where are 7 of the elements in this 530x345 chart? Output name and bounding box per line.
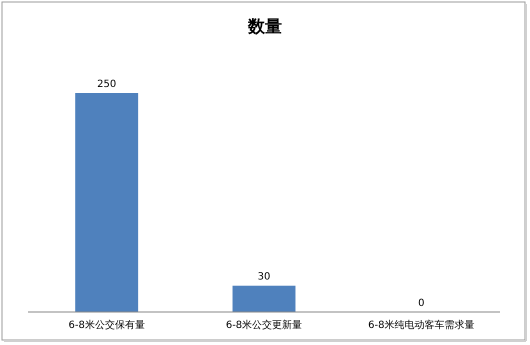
x-tick-label: 6-8米纯电动客车需求量 <box>368 319 475 331</box>
chart-title: 数量 <box>247 17 282 37</box>
x-tick-label: 6-8米公交更新量 <box>226 319 302 331</box>
x-tick-label: 6-8米公交保有量 <box>68 319 145 331</box>
data-label: 0 <box>418 298 425 309</box>
data-label: 250 <box>97 79 116 90</box>
data-label: 30 <box>258 272 270 283</box>
